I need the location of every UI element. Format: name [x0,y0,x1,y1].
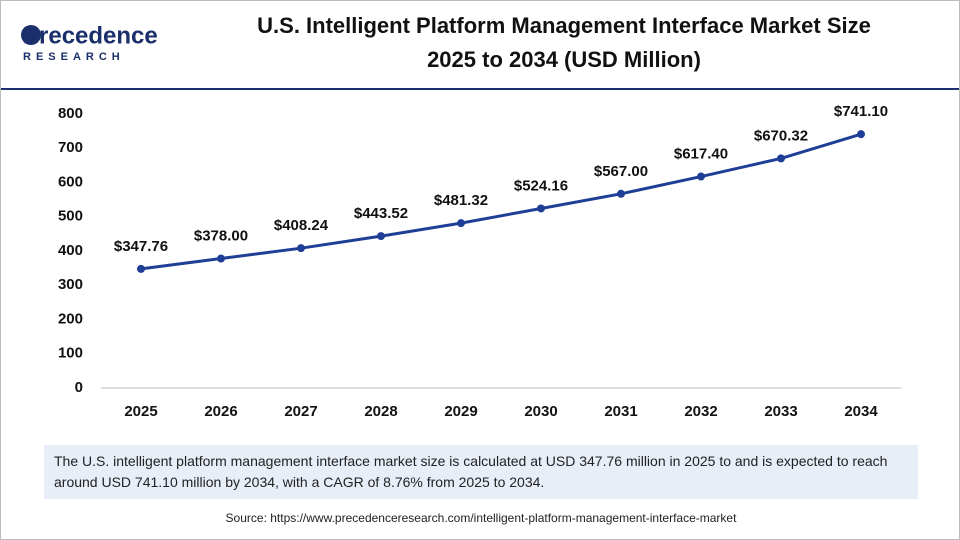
point [857,130,865,139]
x-tick-label: 2031 [604,403,637,420]
point [457,219,465,228]
y-tick-label: 800 [58,105,83,122]
description: The U.S. intelligent platform management… [44,445,918,499]
value-label: $524.16 [514,177,568,194]
x-tick-label: 2032 [684,403,717,420]
source: Source: https://www.precedenceresearch.c… [225,511,737,525]
y-tick-label: 700 [58,139,83,156]
y-tick-label: 0 [75,379,83,396]
point [537,204,545,213]
x-tick-label: 2033 [764,403,797,420]
value-label: $617.40 [674,146,728,163]
value-label: $567.00 [594,163,648,180]
logo-tagline: RESEARCH [23,51,125,63]
chart: Precedence RESEARCH U.S. Intelligent Pla… [1,13,959,420]
x-tick-label: 2025 [124,403,157,420]
value-label: $481.32 [434,192,488,209]
point [777,154,785,163]
value-label: $378.00 [194,228,248,245]
y-tick-label: 100 [58,345,83,362]
point [617,189,625,198]
value-label: $347.76 [114,238,168,255]
x-tick-label: 2030 [524,403,557,420]
value-label: $443.52 [354,205,408,222]
value-label: $408.24 [274,217,329,234]
chart-subtitle: 2025 to 2034 (USD Million) [427,47,701,72]
logo: Precedence RESEARCH [21,22,158,63]
point [137,264,145,273]
point [297,244,305,253]
point [217,254,225,263]
y-tick-label: 500 [58,208,83,225]
y-tick-label: 300 [58,276,83,293]
x-tick-label: 2028 [364,403,397,420]
x-tick-label: 2034 [844,403,878,420]
logo-icon [21,25,41,45]
x-tick-label: 2027 [284,403,317,420]
y-tick-label: 600 [58,173,83,190]
x-tick-label: 2029 [444,403,477,420]
point [377,232,385,241]
line [140,132,862,271]
x-tick-label: 2026 [204,403,237,420]
y-tick-label: 400 [58,242,83,259]
logo-name: Precedence [23,22,158,49]
y-tick-label: 200 [58,310,83,327]
chart-title: U.S. Intelligent Platform Management Int… [257,13,871,38]
value-label: $670.32 [754,127,808,144]
point [697,172,705,181]
value-label: $741.10 [834,103,888,120]
